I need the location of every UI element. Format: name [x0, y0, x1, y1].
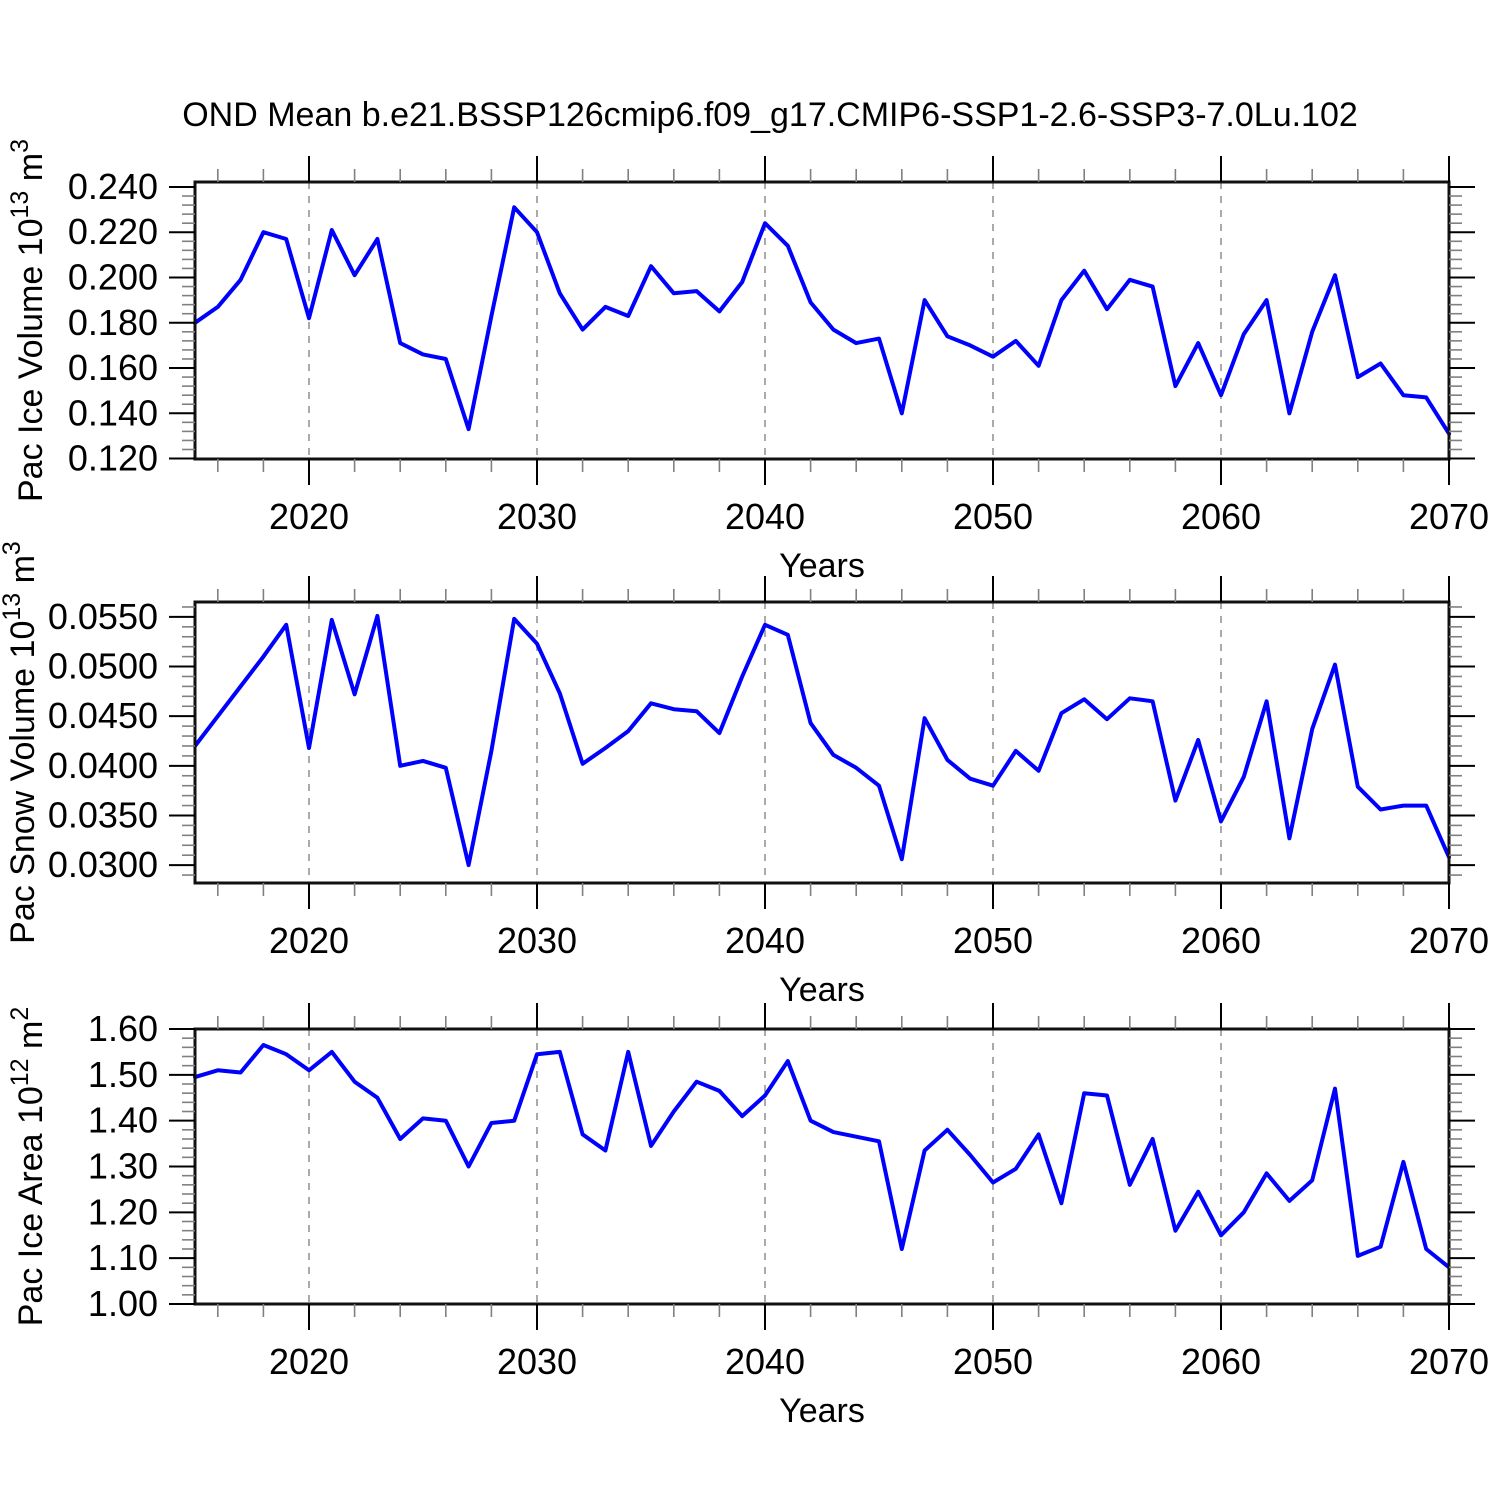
x-tick-label: 2070: [1409, 496, 1489, 537]
x-tick-label: 2030: [497, 1341, 577, 1382]
x-tick-label: 2040: [725, 1341, 805, 1382]
y-tick-label: 0.120: [68, 438, 158, 479]
y-tick-label: 0.0550: [48, 596, 158, 637]
y-axis-title: Pac Snow Volume 1013 m3: [0, 541, 42, 944]
y-axis-title: Pac Ice Area 1012 m2: [6, 1007, 50, 1327]
pac-snow-volume-line: [193, 613, 1451, 868]
x-axis-title: Years: [779, 547, 865, 585]
x-tick-label: 2020: [269, 496, 349, 537]
y-tick-label: 1.60: [88, 1008, 158, 1049]
y-tick-label: 0.180: [68, 302, 158, 343]
y-tick-label: 1.50: [88, 1054, 158, 1095]
y-tick-label: 0.160: [68, 347, 158, 388]
y-tick-label: 0.0400: [48, 745, 158, 786]
x-tick-label: 2060: [1181, 1341, 1261, 1382]
x-tick-label: 2030: [497, 496, 577, 537]
x-tick-label: 2030: [497, 920, 577, 961]
y-tick-label: 1.20: [88, 1191, 158, 1232]
y-tick-label: 0.240: [68, 166, 158, 207]
pac-ice-volume-line: [193, 205, 1451, 436]
y-tick-label: 0.140: [68, 392, 158, 433]
y-tick-label: 0.0500: [48, 646, 158, 687]
x-tick-label: 2020: [269, 1341, 349, 1382]
y-tick-label: 0.0350: [48, 794, 158, 835]
y-tick-label: 1.00: [88, 1283, 158, 1324]
x-tick-label: 2040: [725, 920, 805, 961]
figure-title: OND Mean b.e21.BSSP126cmip6.f09_g17.CMIP…: [182, 96, 1358, 134]
x-tick-label: 2060: [1181, 496, 1261, 537]
x-tick-label: 2070: [1409, 920, 1489, 961]
y-tick-label: 0.200: [68, 257, 158, 298]
x-tick-label: 2040: [725, 496, 805, 537]
y-axis-title: Pac Ice Volume 1013 m3: [6, 139, 50, 502]
y-tick-label: 0.0450: [48, 695, 158, 736]
plot-frame: [193, 600, 1451, 885]
x-axis-title: Years: [779, 971, 865, 1009]
pac-ice-area-line: [193, 1043, 1451, 1270]
plot-frame: [193, 1027, 1451, 1306]
x-tick-label: 2050: [953, 920, 1033, 961]
y-tick-label: 1.40: [88, 1100, 158, 1141]
y-tick-label: 0.220: [68, 211, 158, 252]
y-tick-label: 1.30: [88, 1146, 158, 1187]
y-tick-label: 0.0300: [48, 844, 158, 885]
plot-frame: [193, 180, 1451, 461]
x-tick-label: 2050: [953, 496, 1033, 537]
x-axis-title: Years: [779, 1392, 865, 1430]
x-tick-label: 2050: [953, 1341, 1033, 1382]
x-tick-label: 2060: [1181, 920, 1261, 961]
x-tick-label: 2020: [269, 920, 349, 961]
y-tick-label: 1.10: [88, 1237, 158, 1278]
x-tick-label: 2070: [1409, 1341, 1489, 1382]
